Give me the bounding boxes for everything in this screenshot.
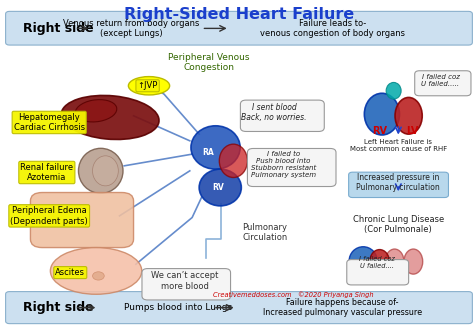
Ellipse shape bbox=[404, 249, 423, 274]
Ellipse shape bbox=[92, 272, 104, 280]
FancyBboxPatch shape bbox=[30, 193, 134, 248]
Text: Ascites: Ascites bbox=[55, 268, 85, 277]
Text: I failed coz
U failed....: I failed coz U failed.... bbox=[359, 256, 395, 269]
Text: Right side: Right side bbox=[23, 22, 94, 35]
Text: RV: RV bbox=[372, 126, 387, 136]
Ellipse shape bbox=[365, 93, 400, 135]
Ellipse shape bbox=[386, 82, 401, 99]
Text: Peripheral Edema
(Dependent parts): Peripheral Edema (Dependent parts) bbox=[10, 206, 88, 225]
Text: LV: LV bbox=[406, 126, 419, 136]
Ellipse shape bbox=[199, 169, 241, 206]
FancyBboxPatch shape bbox=[347, 260, 409, 285]
Ellipse shape bbox=[61, 95, 159, 139]
Text: Failure happens because of-
Increased pulmonary vascular pressure: Failure happens because of- Increased pu… bbox=[263, 298, 422, 317]
Text: RV: RV bbox=[212, 183, 224, 192]
Ellipse shape bbox=[79, 148, 123, 193]
Text: Right side: Right side bbox=[23, 301, 94, 314]
Ellipse shape bbox=[395, 97, 422, 134]
Text: I failed coz
U failed.....: I failed coz U failed..... bbox=[421, 74, 460, 87]
FancyBboxPatch shape bbox=[142, 269, 230, 300]
Ellipse shape bbox=[191, 126, 240, 169]
Ellipse shape bbox=[219, 144, 247, 178]
Text: Hepatomegaly
Cardiac Cirrhosis: Hepatomegaly Cardiac Cirrhosis bbox=[14, 113, 85, 132]
Ellipse shape bbox=[75, 99, 117, 122]
Text: I failed to
Push blood into
Stubborn resistant
Pulmonary system: I failed to Push blood into Stubborn res… bbox=[251, 151, 316, 178]
FancyBboxPatch shape bbox=[6, 11, 473, 45]
FancyBboxPatch shape bbox=[240, 100, 324, 131]
FancyBboxPatch shape bbox=[349, 172, 448, 198]
Ellipse shape bbox=[385, 249, 404, 274]
Text: Left Heart Failure is
Most common cause of RHF: Left Heart Failure is Most common cause … bbox=[350, 139, 447, 152]
Text: Chronic Lung Disease
(Cor Pulmonale): Chronic Lung Disease (Cor Pulmonale) bbox=[353, 214, 444, 234]
Text: Increased pressure in
Pulmonary circulation: Increased pressure in Pulmonary circulat… bbox=[356, 173, 440, 192]
Text: I sent blood
Back, no worries.: I sent blood Back, no worries. bbox=[241, 103, 307, 122]
Text: Venous return from body organs
(except Lungs): Venous return from body organs (except L… bbox=[63, 19, 200, 38]
Text: Peripheral Venous
Congestion: Peripheral Venous Congestion bbox=[168, 53, 249, 72]
Text: ↑JVP: ↑JVP bbox=[137, 81, 158, 90]
Text: We can’t accept
more blood: We can’t accept more blood bbox=[151, 271, 219, 291]
Text: Failure leads to-
venous congestion of body organs: Failure leads to- venous congestion of b… bbox=[260, 19, 405, 38]
Text: Pumps blood into Lungs: Pumps blood into Lungs bbox=[124, 303, 232, 312]
FancyBboxPatch shape bbox=[6, 291, 473, 324]
FancyBboxPatch shape bbox=[247, 148, 336, 187]
Text: Renal failure
Azotemia: Renal failure Azotemia bbox=[20, 163, 73, 182]
Ellipse shape bbox=[349, 247, 377, 275]
Ellipse shape bbox=[92, 156, 118, 186]
Text: RA: RA bbox=[203, 148, 214, 157]
Ellipse shape bbox=[370, 250, 390, 274]
FancyBboxPatch shape bbox=[415, 71, 471, 96]
Text: Pulmonary
Circulation: Pulmonary Circulation bbox=[242, 223, 287, 242]
Ellipse shape bbox=[50, 248, 142, 294]
Ellipse shape bbox=[128, 77, 170, 95]
Text: Right-Sided Heart Failure: Right-Sided Heart Failure bbox=[124, 7, 354, 21]
Text: Creativemeddoses.com   ©2020 Priyanga Singh: Creativemeddoses.com ©2020 Priyanga Sing… bbox=[212, 291, 373, 298]
